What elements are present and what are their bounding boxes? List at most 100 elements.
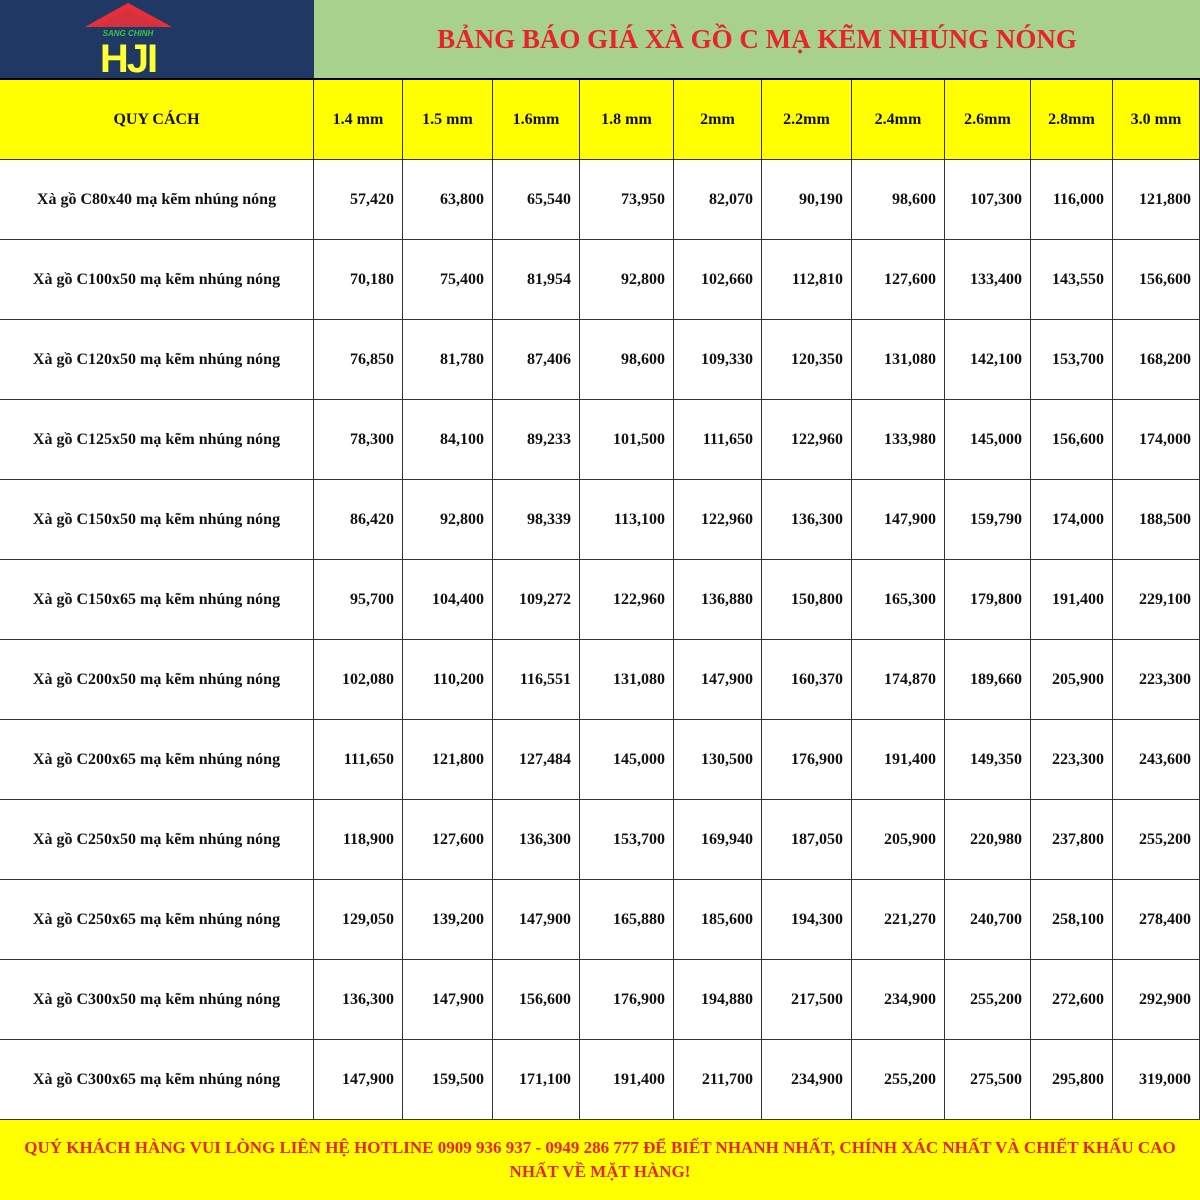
price-cell: 255,200 xyxy=(945,960,1031,1040)
price-cell: 121,800 xyxy=(403,720,493,800)
product-name: Xà gồ C120x50 mạ kẽm nhúng nóng xyxy=(0,320,314,400)
price-cell: 90,190 xyxy=(762,160,852,240)
price-cell: 127,600 xyxy=(852,240,945,320)
column-header: 1.6mm xyxy=(493,80,580,160)
price-cell: 127,600 xyxy=(403,800,493,880)
price-cell: 75,400 xyxy=(403,240,493,320)
table-row: Xà gồ C200x50 mạ kẽm nhúng nóng 102,080 11… xyxy=(0,640,1200,720)
price-cell: 165,880 xyxy=(580,880,674,960)
price-cell: 76,850 xyxy=(314,320,403,400)
price-cell: 255,200 xyxy=(1113,800,1200,880)
price-table: QUY CÁCH 1.4 mm 1.5 mm 1.6mm 1.8 mm 2mm 2.2mm 2… xyxy=(0,80,1200,1120)
price-cell: 116,000 xyxy=(1031,160,1113,240)
product-name: Xà gồ C200x65 mạ kẽm nhúng nóng xyxy=(0,720,314,800)
product-name: Xà gồ C250x50 mạ kẽm nhúng nóng xyxy=(0,800,314,880)
price-cell: 278,400 xyxy=(1113,880,1200,960)
price-cell: 191,400 xyxy=(852,720,945,800)
price-cell: 234,900 xyxy=(762,1040,852,1120)
price-cell: 143,550 xyxy=(1031,240,1113,320)
price-cell: 102,080 xyxy=(314,640,403,720)
price-cell: 95,700 xyxy=(314,560,403,640)
price-cell: 147,900 xyxy=(403,960,493,1040)
product-name: Xà gồ C300x65 mạ kẽm nhúng nóng xyxy=(0,1040,314,1120)
company-logo: SANG CHINH HJI xyxy=(0,0,314,81)
price-cell: 171,100 xyxy=(493,1040,580,1120)
price-cell: 255,200 xyxy=(852,1040,945,1120)
price-cell: 101,500 xyxy=(580,400,674,480)
table-row: Xà gồ C125x50 mạ kẽm nhúng nóng 78,300 84,… xyxy=(0,400,1200,480)
product-name: Xà gồ C100x50 mạ kẽm nhúng nóng xyxy=(0,240,314,320)
price-cell: 150,800 xyxy=(762,560,852,640)
price-cell: 121,800 xyxy=(1113,160,1200,240)
price-cell: 191,400 xyxy=(580,1040,674,1120)
price-cell: 149,350 xyxy=(945,720,1031,800)
price-cell: 142,100 xyxy=(945,320,1031,400)
price-cell: 295,800 xyxy=(1031,1040,1113,1120)
price-cell: 194,300 xyxy=(762,880,852,960)
price-cell: 110,200 xyxy=(403,640,493,720)
product-name: Xà gồ C80x40 mạ kẽm nhúng nóng xyxy=(0,160,314,240)
price-cell: 240,700 xyxy=(945,880,1031,960)
price-cell: 176,900 xyxy=(762,720,852,800)
price-cell: 194,880 xyxy=(674,960,762,1040)
price-cell: 89,233 xyxy=(493,400,580,480)
price-cell: 118,900 xyxy=(314,800,403,880)
price-cell: 217,500 xyxy=(762,960,852,1040)
table-row: Xà gồ C150x65 mạ kẽm nhúng nóng 95,700 104… xyxy=(0,560,1200,640)
price-cell: 98,600 xyxy=(852,160,945,240)
page-title: BẢNG BÁO GIÁ XÀ GỒ C MẠ KẼM NHÚNG NÓNG xyxy=(314,0,1200,80)
price-cell: 127,484 xyxy=(493,720,580,800)
price-cell: 92,800 xyxy=(580,240,674,320)
price-cell: 92,800 xyxy=(403,480,493,560)
price-cell: 221,270 xyxy=(852,880,945,960)
price-cell: 122,960 xyxy=(762,400,852,480)
price-cell: 112,810 xyxy=(762,240,852,320)
table-row: Xà gồ C300x50 mạ kẽm nhúng nóng 136,300 14… xyxy=(0,960,1200,1040)
price-cell: 160,370 xyxy=(762,640,852,720)
price-cell: 153,700 xyxy=(1031,320,1113,400)
price-cell: 275,500 xyxy=(945,1040,1031,1120)
price-cell: 70,180 xyxy=(314,240,403,320)
table-row: Xà gồ C100x50 mạ kẽm nhúng nóng 70,180 75,… xyxy=(0,240,1200,320)
price-cell: 145,000 xyxy=(945,400,1031,480)
column-header: 2mm xyxy=(674,80,762,160)
price-cell: 104,400 xyxy=(403,560,493,640)
price-cell: 147,900 xyxy=(852,480,945,560)
price-cell: 81,954 xyxy=(493,240,580,320)
svg-text:SANG CHINH: SANG CHINH xyxy=(103,29,154,38)
logo-house-icon: SANG CHINH HJI xyxy=(85,3,172,81)
price-cell: 147,900 xyxy=(493,880,580,960)
price-cell: 78,300 xyxy=(314,400,403,480)
price-cell: 205,900 xyxy=(1031,640,1113,720)
price-cell: 187,050 xyxy=(762,800,852,880)
price-cell: 133,400 xyxy=(945,240,1031,320)
price-cell: 63,800 xyxy=(403,160,493,240)
price-cell: 131,080 xyxy=(852,320,945,400)
price-cell: 129,050 xyxy=(314,880,403,960)
price-cell: 98,600 xyxy=(580,320,674,400)
price-cell: 174,000 xyxy=(1031,480,1113,560)
product-name: Xà gồ C200x50 mạ kẽm nhúng nóng xyxy=(0,640,314,720)
price-cell: 211,700 xyxy=(674,1040,762,1120)
price-cell: 159,790 xyxy=(945,480,1031,560)
price-cell: 122,960 xyxy=(674,480,762,560)
price-cell: 292,900 xyxy=(1113,960,1200,1040)
price-cell: 179,800 xyxy=(945,560,1031,640)
price-cell: 188,500 xyxy=(1113,480,1200,560)
price-cell: 220,980 xyxy=(945,800,1031,880)
price-cell: 237,800 xyxy=(1031,800,1113,880)
price-cell: 136,300 xyxy=(762,480,852,560)
svg-text:HJI: HJI xyxy=(100,37,156,80)
price-cell: 109,272 xyxy=(493,560,580,640)
price-cell: 122,960 xyxy=(580,560,674,640)
price-cell: 57,420 xyxy=(314,160,403,240)
price-cell: 223,300 xyxy=(1113,640,1200,720)
table-row: Xà gồ C80x40 mạ kẽm nhúng nóng 57,420 63,8… xyxy=(0,160,1200,240)
price-cell: 169,940 xyxy=(674,800,762,880)
price-cell: 136,880 xyxy=(674,560,762,640)
price-cell: 111,650 xyxy=(314,720,403,800)
table-row: Xà gồ C200x65 mạ kẽm nhúng nóng 111,650 12… xyxy=(0,720,1200,800)
price-cell: 111,650 xyxy=(674,400,762,480)
price-cell: 159,500 xyxy=(403,1040,493,1120)
price-cell: 272,600 xyxy=(1031,960,1113,1040)
